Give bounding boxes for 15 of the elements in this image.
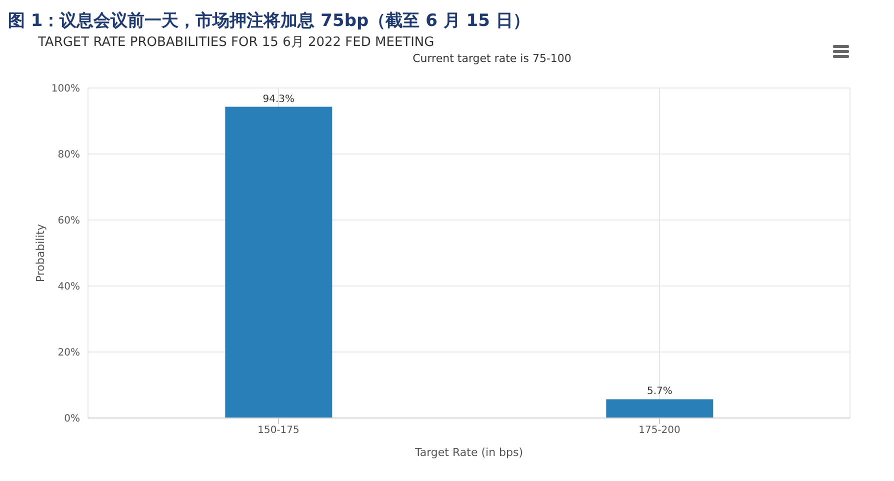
y-tick-label: 80% [58, 150, 80, 161]
chart-subtitle: TARGET RATE PROBABILITIES FOR 15 6月 2022 FED MEETING [37, 34, 436, 52]
x-axis-title: Target Rate (in bps) [414, 446, 524, 459]
data-label: 94.3% [262, 94, 295, 105]
text: Current target rate is 75-100 [412, 52, 572, 67]
y-tick-label: 20% [58, 348, 80, 359]
y-tick-label: 60% [58, 216, 80, 227]
chart-title: 图 1：议息会议前一天，市场押注将加息 75bp（截至 6 月 15 日） [8, 10, 531, 33]
y-tick-label: 0% [64, 414, 80, 425]
y-tick-label: 40% [58, 282, 80, 293]
x-tick-label: 175-200 [638, 425, 680, 436]
data-label: 5.7% [646, 386, 672, 398]
x-tick-label: 150-175 [258, 425, 300, 436]
y-axis-title: Probability [34, 223, 47, 282]
y-tick-label: 100% [51, 84, 80, 95]
